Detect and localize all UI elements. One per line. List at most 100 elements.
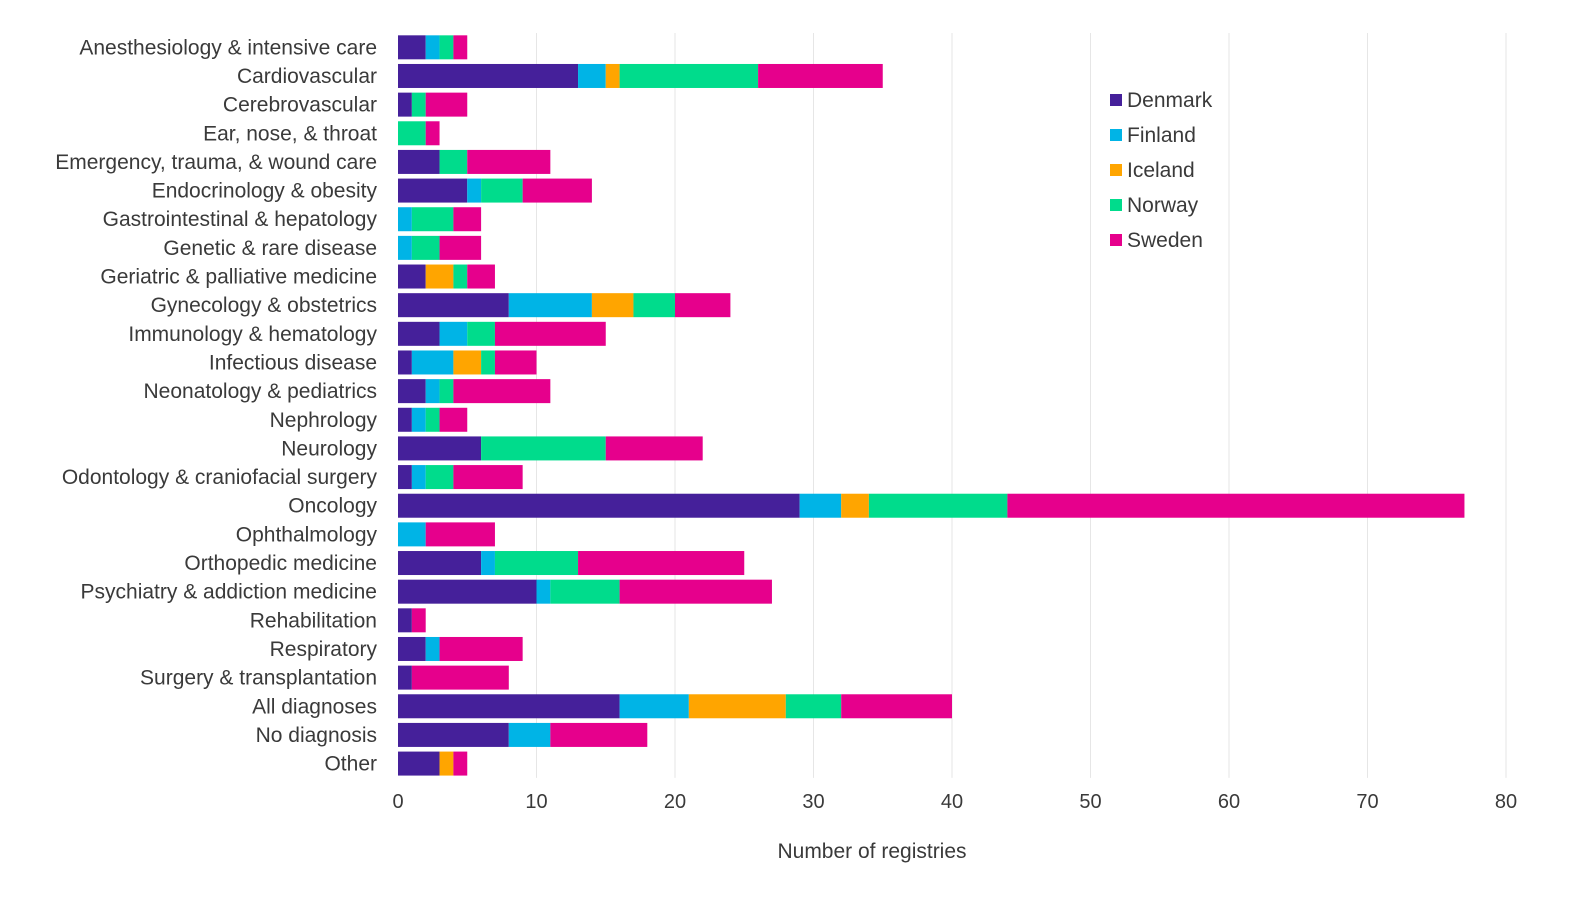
category-label: Oncology — [288, 495, 377, 518]
category-label: Emergency, trauma, & wound care — [55, 151, 377, 174]
x-tick-labels: 0 10 20 30 40 50 60 70 80 — [392, 791, 1517, 813]
category-label: Immunology & hematology — [128, 323, 377, 346]
category-label: Neonatology & pediatrics — [144, 380, 377, 403]
legend-swatch-denmark — [1110, 94, 1122, 106]
category-label: Neurology — [281, 437, 377, 460]
category-label: All diagnoses — [252, 695, 377, 718]
category-label: Gastrointestinal & hepatology — [103, 208, 378, 231]
category-label: Gynecology & obstetrics — [151, 294, 377, 317]
x-tick-label: 30 — [802, 791, 824, 813]
bar-segment-finland — [425, 379, 440, 404]
bar-segment-iceland — [591, 293, 634, 318]
bar-segment-iceland — [688, 694, 786, 719]
bar-segment-finland — [508, 293, 592, 318]
bar-segment-denmark — [398, 493, 800, 518]
x-axis-title: Number of registries — [777, 840, 966, 863]
category-label: Anesthesiology & intensive care — [79, 36, 377, 59]
bar-segment-finland — [508, 722, 551, 747]
bar-segment-norway — [411, 207, 454, 232]
bar-segment-denmark — [398, 407, 412, 432]
bar-segment-sweden — [1007, 493, 1465, 518]
bar-segment-norway — [550, 579, 620, 604]
bar-segment-norway — [481, 178, 523, 203]
category-label: Nephrology — [270, 409, 378, 432]
bar-segment-sweden — [425, 92, 468, 117]
bar-segment-norway — [411, 92, 426, 117]
category-label: Ophthalmology — [236, 523, 378, 546]
x-tick-label: 0 — [392, 791, 403, 813]
bar-segment-sweden — [439, 235, 482, 260]
bar-segment-iceland — [841, 493, 869, 518]
category-label: Infectious disease — [209, 351, 377, 374]
bar-segment-iceland — [425, 264, 454, 289]
bar-segment-denmark — [398, 63, 579, 88]
bar-segment-finland — [411, 350, 454, 375]
bar-segment-norway — [453, 264, 468, 289]
bar-segment-sweden — [439, 407, 468, 432]
bar-segment-finland — [536, 579, 551, 604]
x-tick-label: 70 — [1356, 791, 1378, 813]
category-label: No diagnosis — [256, 724, 377, 747]
bar-segment-sweden — [758, 63, 883, 88]
bar-segment-finland — [425, 35, 440, 60]
bar-segment-sweden — [619, 579, 772, 604]
bar-segment-norway — [467, 321, 495, 346]
x-tick-label: 10 — [525, 791, 547, 813]
bar-segment-denmark — [398, 92, 412, 117]
bar-segment-finland — [411, 407, 426, 432]
bar-segment-denmark — [398, 608, 412, 633]
legend-swatch-finland — [1110, 129, 1122, 141]
bar-segment-sweden — [494, 350, 537, 375]
bar-segment-finland — [398, 235, 412, 260]
x-tick-label: 60 — [1218, 791, 1240, 813]
category-label: Other — [324, 753, 377, 776]
category-label: Cardiovascular — [237, 65, 377, 88]
bar-segment-iceland — [439, 751, 454, 776]
bar-segment-norway — [633, 293, 675, 318]
bar-segment-iceland — [453, 350, 482, 375]
bar-segment-denmark — [398, 636, 426, 661]
x-tick-label: 20 — [664, 791, 686, 813]
bar-segment-sweden — [453, 379, 551, 404]
bar-segment-finland — [619, 694, 689, 719]
bar-segment-norway — [494, 551, 579, 576]
legend-label: Denmark — [1127, 89, 1213, 112]
bar-segment-norway — [411, 235, 440, 260]
legend-label: Norway — [1127, 194, 1199, 217]
bar-segment-sweden — [425, 522, 495, 547]
bar-segment-denmark — [398, 722, 509, 747]
bar-segment-norway — [481, 350, 495, 375]
bar-segment-sweden — [467, 149, 551, 174]
bar-segment-denmark — [398, 694, 620, 719]
x-tick-label: 40 — [941, 791, 963, 813]
bar-segment-norway — [619, 63, 759, 88]
bar-segment-iceland — [605, 63, 620, 88]
legend-swatch-sweden — [1110, 234, 1122, 246]
bar-segment-sweden — [453, 751, 468, 776]
bar-segment-finland — [398, 207, 412, 232]
bar-segment-sweden — [675, 293, 731, 318]
bar-segment-denmark — [398, 321, 440, 346]
bar-segment-sweden — [494, 321, 606, 346]
category-label: Orthopedic medicine — [184, 552, 377, 575]
bar-segment-sweden — [425, 121, 440, 146]
category-label: Genetic & rare disease — [163, 237, 377, 260]
category-label: Rehabilitation — [250, 609, 377, 632]
legend-label: Iceland — [1127, 159, 1195, 182]
bar-segment-denmark — [398, 465, 412, 490]
bar-segment-norway — [439, 149, 468, 174]
bar-segment-denmark — [398, 665, 412, 690]
bar-segment-norway — [439, 379, 454, 404]
bar-segment-finland — [799, 493, 842, 518]
bar-segment-denmark — [398, 350, 412, 375]
bar-segment-sweden — [550, 722, 648, 747]
category-label: Respiratory — [270, 638, 378, 661]
category-label: Odontology & craniofacial surgery — [62, 466, 378, 489]
bar-segment-finland — [439, 321, 468, 346]
bar-segment-sweden — [453, 465, 523, 490]
x-tick-label: 80 — [1495, 791, 1517, 813]
bar-segment-norway — [425, 465, 454, 490]
legend-swatch-norway — [1110, 199, 1122, 211]
bar-segment-sweden — [411, 665, 509, 690]
bar-segment-norway — [439, 35, 454, 60]
